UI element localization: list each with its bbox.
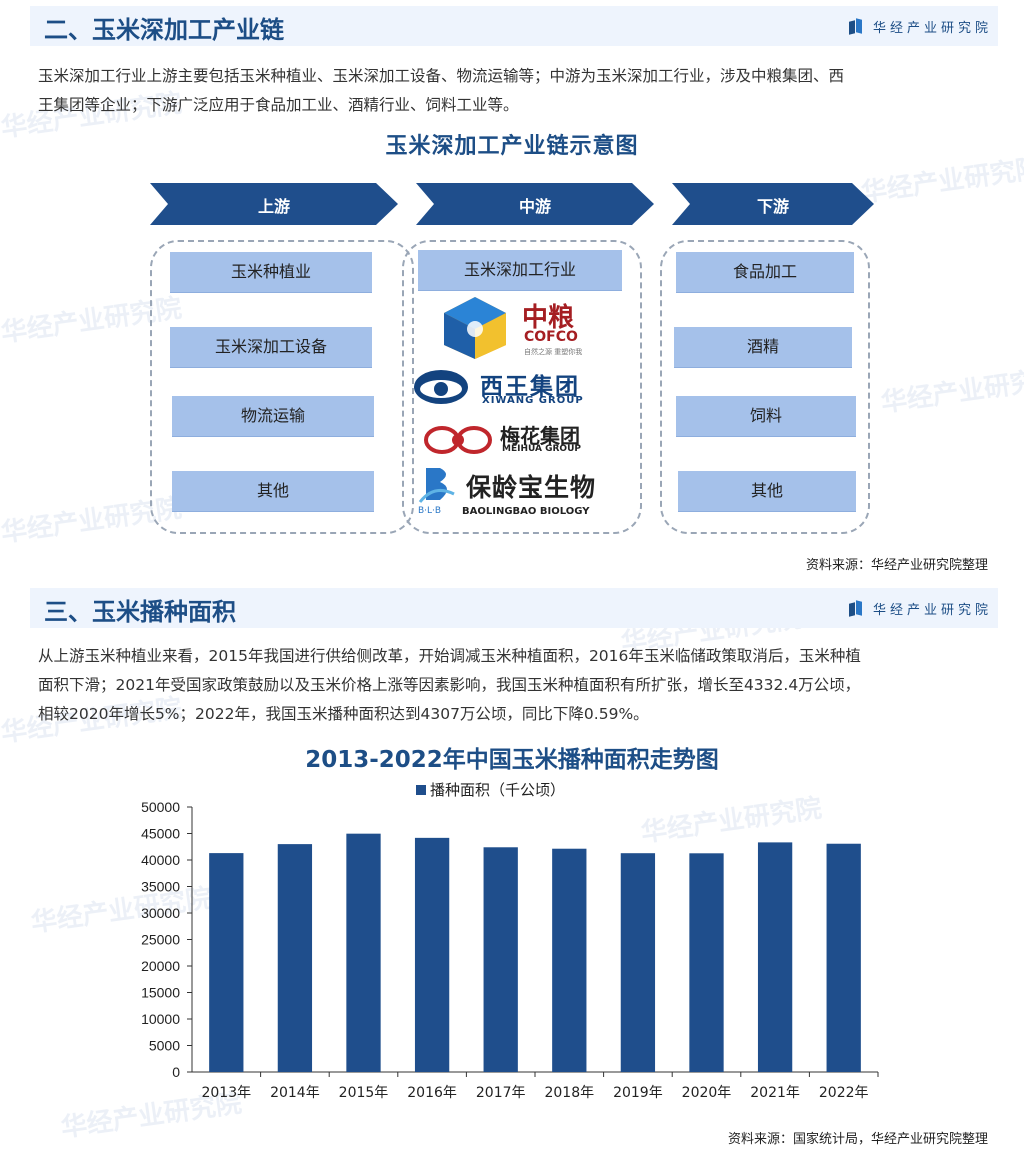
bar (483, 847, 518, 1072)
downstream-item: 其他 (678, 471, 856, 512)
stage-downstream: 下游 (672, 183, 874, 225)
brand-text: 华经产业研究院 (872, 21, 992, 36)
x-tick-label: 2021年 (750, 1085, 800, 1101)
y-tick-label: 10000 (141, 1011, 180, 1027)
x-tick-label: 2018年 (544, 1085, 594, 1101)
downstream-panel (660, 240, 870, 534)
brand-text: 华经产业研究院 (872, 603, 992, 618)
x-tick-label: 2014年 (270, 1085, 320, 1101)
bar (346, 833, 381, 1072)
xiwang-logo: 西王集团 XIWANG GROUP (412, 367, 624, 407)
blb-en: BAOLINGBAO BIOLOGY (462, 506, 590, 517)
paragraph-line: 王集团等企业；下游广泛应用于食品加工业、酒精行业、饲料工业等。 (38, 96, 519, 114)
cofco-logo: 中粮 COFCO 自然之源 重塑你我 (440, 295, 630, 361)
paragraph-line: 面积下滑；2021年受国家政策鼓励以及玉米价格上涨等因素影响，我国玉米种植面积有… (38, 676, 861, 694)
y-tick-label: 35000 (141, 879, 180, 895)
brand-label: 华经产业研究院 (849, 599, 992, 618)
y-tick-label: 25000 (141, 932, 180, 948)
section-title: 三、玉米播种面积 (44, 598, 236, 626)
paragraph-line: 玉米深加工行业上游主要包括玉米种植业、玉米深加工设备、物流运输等；中游为玉米深加… (38, 67, 845, 85)
brand-label: 华经产业研究院 (849, 17, 992, 36)
downstream-item: 饲料 (676, 396, 856, 437)
arrow-shape (150, 183, 398, 225)
meihua-flower-icon (424, 426, 492, 454)
stage-midstream: 中游 (416, 183, 654, 225)
upstream-item: 其他 (172, 471, 374, 512)
y-tick-label: 30000 (141, 905, 180, 921)
paragraph-line: 从上游玉米种植业来看，2015年我国进行供给侧改革，开始调减玉米种植面积，201… (38, 647, 861, 665)
x-tick-label: 2017年 (476, 1085, 526, 1101)
y-tick-label: 15000 (141, 985, 180, 1001)
legend-swatch (416, 785, 426, 795)
bar (757, 842, 793, 1072)
cofco-slogan: 自然之源 重塑你我 (524, 348, 583, 356)
x-tick-label: 2020年 (682, 1085, 732, 1101)
source-note: 资料来源：国家统计局，华经产业研究院整理 (727, 1132, 988, 1147)
downstream-item: 食品加工 (676, 252, 854, 293)
stage-label: 上游 (257, 197, 290, 216)
section-header: 三、玉米播种面积 华经产业研究院 (30, 588, 998, 628)
baolingbao-logo: 保龄宝生物 B·L·B BAOLINGBAO BIOLOGY (414, 464, 626, 520)
section-title: 二、玉米深加工产业链 (44, 16, 284, 44)
arrow-shape (672, 183, 874, 225)
upstream-item: 物流运输 (172, 396, 374, 437)
y-tick-label: 0 (172, 1064, 180, 1080)
x-tick-label: 2013年 (201, 1085, 251, 1101)
source-note: 资料来源：华经产业研究院整理 (805, 558, 988, 573)
upstream-item: 玉米种植业 (170, 252, 372, 293)
upstream-item: 玉米深加工设备 (170, 327, 372, 368)
cofco-cube-icon (444, 297, 506, 359)
chart-title: 2013-2022年中国玉米播种面积走势图 (305, 747, 719, 773)
section-header: 二、玉米深加工产业链 华经产业研究院 (30, 6, 998, 46)
x-tick-label: 2019年 (613, 1085, 663, 1101)
section-paragraph: 玉米深加工行业上游主要包括玉米种植业、玉米深加工设备、物流运输等；中游为玉米深加… (38, 62, 994, 120)
paragraph-line: 相较2020年增长5%；2022年，我国玉米播种面积达到4307万公顷，同比下降… (38, 705, 649, 723)
watermark: 华经产业研究院 (879, 363, 1024, 419)
bar (414, 837, 450, 1072)
stage-label: 中游 (518, 197, 551, 216)
section-paragraph: 从上游玉米种植业来看，2015年我国进行供给侧改革，开始调减玉米种植面积，201… (38, 642, 994, 729)
diagram-title: 玉米深加工产业链示意图 (385, 134, 639, 159)
xiwang-eye-icon (414, 370, 468, 404)
brand-logo-icon (849, 19, 865, 35)
stage-label: 下游 (756, 197, 789, 216)
x-tick-label: 2022年 (819, 1085, 869, 1101)
bar-chart: 播种面积（千公顷） 0 5000 10000 15000 20000 25000 30000 3… (141, 781, 879, 1101)
bar (620, 853, 656, 1072)
legend-label: 播种面积（千公顷） (430, 781, 565, 799)
cofco-cn: 中粮 (522, 303, 575, 333)
bar (209, 853, 244, 1072)
y-tick-label: 40000 (141, 852, 180, 868)
upstream-panel (150, 240, 414, 534)
midstream-panel (402, 240, 642, 534)
blb-mark: B·L·B (418, 506, 442, 516)
bar (277, 844, 313, 1072)
x-tick-label: 2016年 (407, 1085, 457, 1101)
y-tick-label: 5000 (149, 1038, 180, 1054)
arrow-shape (416, 183, 654, 225)
xiwang-en: XIWANG GROUP (482, 395, 584, 406)
y-tick-label: 50000 (141, 799, 180, 815)
stage-upstream: 上游 (150, 183, 398, 225)
blb-leaf-icon (418, 468, 455, 503)
x-tick-label: 2015年 (339, 1085, 389, 1101)
downstream-item: 酒精 (674, 327, 852, 368)
cofco-en: COFCO (524, 329, 578, 345)
bar (826, 843, 861, 1072)
xiwang-cn: 西王集团 (480, 374, 580, 400)
meihua-en: MEIHUA GROUP (502, 444, 581, 454)
bar (552, 848, 587, 1072)
midstream-item: 玉米深加工行业 (418, 250, 622, 291)
meihua-cn: 梅花集团 (500, 424, 580, 448)
bar (689, 853, 724, 1072)
y-tick-label: 20000 (141, 958, 180, 974)
y-tick-label: 45000 (141, 826, 180, 842)
brand-logo-icon (849, 601, 865, 617)
meihua-logo: 梅花集团 MEIHUA GROUP (424, 420, 624, 460)
blb-cn: 保龄宝生物 (466, 473, 597, 502)
